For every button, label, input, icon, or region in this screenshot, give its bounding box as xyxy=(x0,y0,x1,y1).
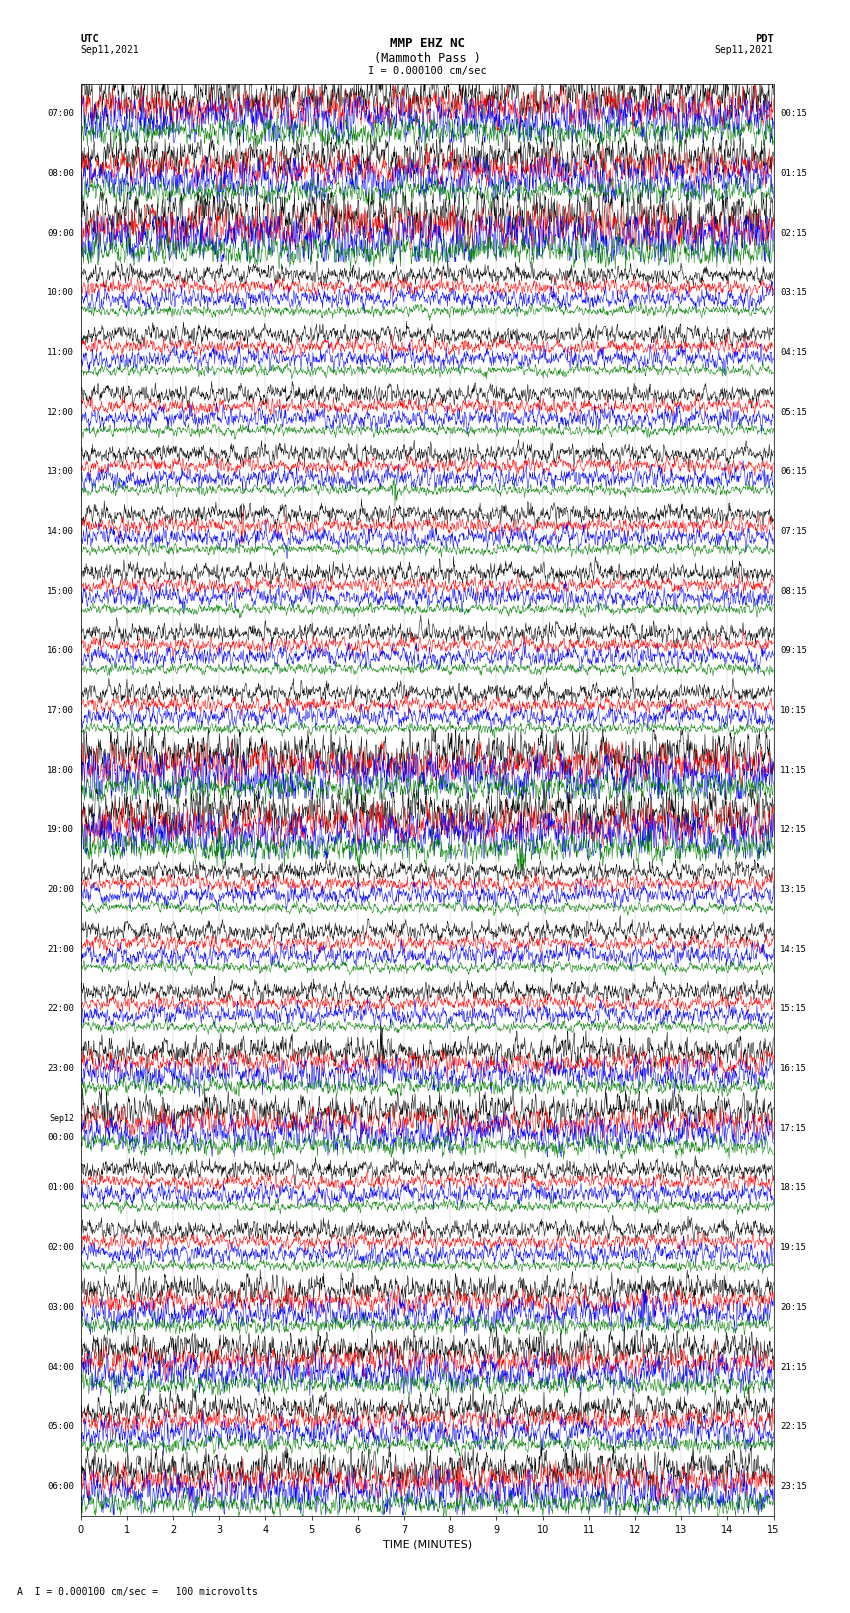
Text: 01:00: 01:00 xyxy=(47,1184,74,1192)
Text: 06:00: 06:00 xyxy=(47,1482,74,1490)
Text: 08:15: 08:15 xyxy=(780,587,808,595)
X-axis label: TIME (MINUTES): TIME (MINUTES) xyxy=(382,1539,472,1550)
Text: 21:00: 21:00 xyxy=(47,945,74,953)
Text: 16:00: 16:00 xyxy=(47,647,74,655)
Text: 01:15: 01:15 xyxy=(780,169,808,177)
Text: 07:15: 07:15 xyxy=(780,527,808,536)
Text: 06:15: 06:15 xyxy=(780,468,808,476)
Text: Sep11,2021: Sep11,2021 xyxy=(715,45,774,55)
Text: 08:00: 08:00 xyxy=(47,169,74,177)
Text: 14:00: 14:00 xyxy=(47,527,74,536)
Text: 00:00: 00:00 xyxy=(47,1132,74,1142)
Text: I = 0.000100 cm/sec: I = 0.000100 cm/sec xyxy=(368,66,486,76)
Text: 04:15: 04:15 xyxy=(780,348,808,356)
Text: 02:15: 02:15 xyxy=(780,229,808,237)
Text: Sep12: Sep12 xyxy=(49,1115,74,1123)
Text: 03:00: 03:00 xyxy=(47,1303,74,1311)
Text: 11:15: 11:15 xyxy=(780,766,808,774)
Text: 11:00: 11:00 xyxy=(47,348,74,356)
Text: 09:15: 09:15 xyxy=(780,647,808,655)
Text: 20:15: 20:15 xyxy=(780,1303,808,1311)
Text: 19:15: 19:15 xyxy=(780,1244,808,1252)
Text: 02:00: 02:00 xyxy=(47,1244,74,1252)
Text: 23:00: 23:00 xyxy=(47,1065,74,1073)
Text: 04:00: 04:00 xyxy=(47,1363,74,1371)
Text: UTC: UTC xyxy=(81,34,99,44)
Text: 14:15: 14:15 xyxy=(780,945,808,953)
Text: Sep11,2021: Sep11,2021 xyxy=(81,45,139,55)
Text: 07:00: 07:00 xyxy=(47,110,74,118)
Text: 15:15: 15:15 xyxy=(780,1005,808,1013)
Text: A  I = 0.000100 cm/sec =   100 microvolts: A I = 0.000100 cm/sec = 100 microvolts xyxy=(17,1587,258,1597)
Text: PDT: PDT xyxy=(755,34,774,44)
Text: 10:15: 10:15 xyxy=(780,706,808,715)
Text: 21:15: 21:15 xyxy=(780,1363,808,1371)
Text: 17:00: 17:00 xyxy=(47,706,74,715)
Text: 23:15: 23:15 xyxy=(780,1482,808,1490)
Text: 05:15: 05:15 xyxy=(780,408,808,416)
Text: 05:00: 05:00 xyxy=(47,1423,74,1431)
Text: 15:00: 15:00 xyxy=(47,587,74,595)
Text: MMP EHZ NC: MMP EHZ NC xyxy=(389,37,465,50)
Text: 13:15: 13:15 xyxy=(780,886,808,894)
Text: 19:00: 19:00 xyxy=(47,826,74,834)
Text: 09:00: 09:00 xyxy=(47,229,74,237)
Text: 22:15: 22:15 xyxy=(780,1423,808,1431)
Text: 10:00: 10:00 xyxy=(47,289,74,297)
Text: 22:00: 22:00 xyxy=(47,1005,74,1013)
Text: 18:15: 18:15 xyxy=(780,1184,808,1192)
Text: (Mammoth Pass ): (Mammoth Pass ) xyxy=(374,52,480,65)
Text: 12:00: 12:00 xyxy=(47,408,74,416)
Text: 20:00: 20:00 xyxy=(47,886,74,894)
Text: 13:00: 13:00 xyxy=(47,468,74,476)
Text: 03:15: 03:15 xyxy=(780,289,808,297)
Text: 16:15: 16:15 xyxy=(780,1065,808,1073)
Text: 18:00: 18:00 xyxy=(47,766,74,774)
Text: 17:15: 17:15 xyxy=(780,1124,808,1132)
Text: 00:15: 00:15 xyxy=(780,110,808,118)
Text: 12:15: 12:15 xyxy=(780,826,808,834)
